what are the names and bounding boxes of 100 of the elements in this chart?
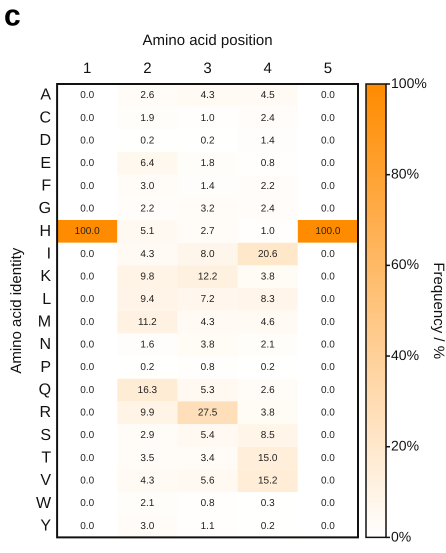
color-bar-label: 0%	[391, 528, 412, 544]
y-tick-label: V	[40, 472, 52, 490]
data-label: 0.2	[200, 135, 215, 146]
y-tick-label: S	[40, 426, 52, 444]
data-label: 0.8	[200, 498, 215, 510]
data-label: 2.6	[140, 90, 155, 102]
x-tick-label: 1	[83, 60, 92, 78]
y-tick-label: E	[40, 154, 52, 172]
data-label: 27.5	[198, 407, 218, 418]
y-tick-label: Y	[40, 517, 52, 534]
data-label: 0.3	[260, 498, 276, 510]
y-tick-label: L	[42, 290, 52, 308]
data-label: 2.4	[260, 112, 276, 124]
data-label: 0.0	[80, 248, 95, 260]
data-label: 0.0	[320, 430, 336, 442]
y-tick-label: W	[36, 494, 52, 512]
data-label: 9.4	[140, 294, 155, 306]
y-tick-label: I	[46, 245, 52, 262]
data-label: 0.8	[200, 362, 215, 374]
y-tick-label: F	[41, 177, 52, 194]
data-label: 7.2	[200, 294, 215, 306]
data-label: 2.7	[200, 226, 215, 238]
data-label: 8.3	[260, 294, 276, 306]
data-label: 1.0	[200, 112, 215, 124]
data-label: 3.2	[200, 203, 215, 214]
data-label: 0.0	[80, 475, 95, 486]
data-label: 0.0	[320, 339, 336, 350]
y-tick-label: K	[40, 268, 52, 286]
data-label: 0.0	[80, 316, 95, 328]
data-label: 4.3	[140, 475, 155, 486]
data-label: 6.4	[140, 158, 155, 170]
data-label: 2.9	[140, 430, 155, 442]
data-label: 3.8	[200, 339, 215, 350]
y-tick-label: C	[40, 109, 52, 126]
data-label: 100.0	[315, 226, 341, 238]
data-label: 0.0	[80, 407, 95, 418]
data-label: 0.0	[320, 407, 336, 418]
data-label: 8.5	[260, 430, 276, 442]
data-label: 2.1	[260, 339, 276, 350]
y-tick-label: P	[40, 358, 52, 376]
y-tick-label: N	[40, 336, 52, 354]
data-label: 0.0	[80, 90, 95, 102]
data-label: 0.0	[320, 316, 336, 328]
data-label: 0.0	[320, 520, 336, 532]
data-label: 2.1	[140, 498, 155, 510]
data-label: 0.0	[320, 135, 336, 146]
color-bar-label: 80%	[391, 166, 420, 182]
data-label: 1.8	[200, 158, 215, 170]
data-label: 3.8	[260, 271, 276, 282]
y-tick-label: A	[40, 86, 52, 104]
data-label: 0.0	[320, 475, 336, 486]
data-label: 0.0	[80, 294, 95, 306]
data-label: 0.0	[80, 498, 95, 510]
data-label: 0.0	[80, 430, 95, 442]
data-label: 0.8	[260, 158, 276, 170]
data-label: 0.0	[320, 90, 336, 102]
x-tick-label: 2	[143, 60, 152, 78]
data-label: 2.2	[140, 203, 155, 214]
data-label: 0.2	[260, 520, 276, 532]
data-label: 4.3	[200, 90, 215, 102]
data-label: 9.9	[140, 407, 155, 418]
data-label: 3.0	[140, 520, 155, 532]
color-bar-label: 20%	[391, 438, 420, 454]
data-label: 100.0	[74, 226, 100, 238]
data-label: 0.0	[80, 339, 95, 350]
data-label: 0.0	[320, 384, 336, 396]
data-label: 0.2	[260, 362, 276, 374]
data-label: 0.0	[320, 294, 336, 306]
data-label: 0.0	[80, 135, 95, 146]
y-tick-label: Q	[38, 381, 52, 398]
data-label: 0.0	[80, 203, 95, 214]
x-axis-title: Amino acid position	[142, 32, 273, 50]
y-tick-label: R	[40, 404, 52, 422]
data-label: 3.4	[200, 452, 215, 464]
data-label: 0.0	[320, 203, 336, 214]
data-label: 3.0	[140, 180, 155, 192]
data-label: 0.0	[80, 452, 95, 464]
data-label: 9.8	[140, 271, 155, 282]
text: c	[4, 0, 21, 32]
data-label: 0.0	[320, 452, 336, 464]
data-label: 0.2	[140, 135, 155, 146]
data-label: 0.0	[320, 498, 336, 510]
data-label: 11.2	[138, 316, 158, 328]
data-label: 0.0	[80, 271, 95, 282]
data-label: 5.3	[200, 384, 215, 396]
color-bar-label: 100%	[391, 74, 427, 91]
x-tick-label: 4	[264, 60, 272, 78]
data-label: 2.4	[260, 203, 276, 214]
data-label: 0.0	[80, 384, 95, 396]
x-tick-label: 3	[203, 60, 212, 78]
data-label: 0.0	[320, 271, 336, 282]
data-label: 5.6	[200, 475, 215, 486]
data-label: 0.0	[320, 248, 336, 260]
data-label: 3.5	[140, 452, 155, 464]
data-label: 0.0	[320, 362, 336, 374]
data-label: 15.0	[258, 452, 278, 464]
y-tick-label: H	[40, 222, 52, 240]
data-label: 8.0	[200, 248, 215, 260]
data-label: 5.1	[140, 226, 155, 238]
data-label: 1.4	[260, 135, 276, 146]
